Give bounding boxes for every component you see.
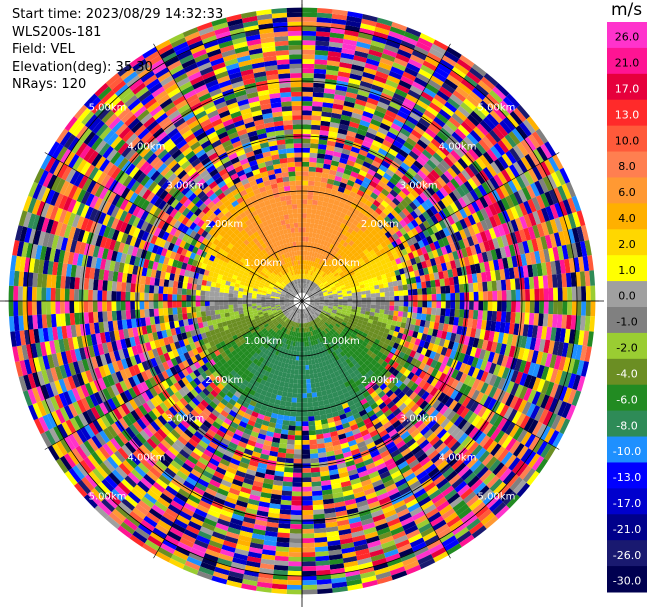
colorbar-tick-label: 21.0 — [615, 57, 640, 70]
colorbar-tick-label: -10.0 — [613, 445, 641, 458]
colorbar-segment — [607, 358, 647, 386]
range-ring-label: 3.00km — [400, 180, 438, 191]
azimuth-spoke — [301, 152, 560, 302]
colorbar-segment — [607, 281, 647, 308]
colorbar-tick-label: -4.0 — [616, 367, 637, 380]
colorbar-segment — [607, 332, 647, 360]
colorbar-tick-label: -26.0 — [613, 549, 641, 562]
range-ring-label: 1.00km — [244, 336, 282, 347]
colorbar-segment — [607, 47, 647, 75]
range-ring-label: 4.00km — [439, 453, 477, 464]
colorbar-segment — [607, 229, 647, 256]
colorbar-segment — [607, 203, 647, 230]
colorbar-tick-label: -2.0 — [616, 342, 637, 355]
colorbar-tick-label: 4.0 — [618, 212, 636, 225]
range-ring-label: 4.00km — [128, 141, 166, 152]
colorbar-tick-label: -8.0 — [616, 419, 637, 432]
colorbar-tick-label: 13.0 — [615, 108, 640, 121]
colorbar-tick-label: 6.0 — [618, 186, 636, 199]
colorbar: 26.0 21.0 17.0 13.0 10.0 8.0 6.0 4.0 2.0 1.0 0.0 -1… — [607, 22, 647, 593]
colorbar-segment — [607, 540, 647, 567]
field-label: Field: VEL — [12, 42, 75, 57]
colorbar-tick-label: -1.0 — [616, 316, 637, 329]
colorbar-segment — [607, 514, 647, 541]
colorbar-tick-label: 26.0 — [615, 31, 640, 44]
instrument-label: WLS200s-181 — [12, 24, 102, 40]
range-ring-label: 2.00km — [205, 375, 243, 386]
azimuth-spoke — [301, 300, 560, 450]
colorbar-tick-label: -21.0 — [613, 523, 641, 536]
range-ring-label: 1.00km — [322, 336, 360, 347]
range-ring-label: 3.00km — [166, 180, 204, 191]
range-ring — [191, 190, 413, 412]
colorbar-segment — [607, 566, 647, 593]
range-ring-label: 3.00km — [400, 414, 438, 425]
colorbar-segment — [607, 410, 647, 438]
start-time-label: Start time: 2023/08/29 14:32:33 — [12, 7, 224, 22]
range-ring-label: 4.00km — [128, 453, 166, 464]
colorbar-tick-label: 8.0 — [618, 160, 636, 173]
colorbar-segment — [607, 151, 647, 178]
colorbar-segment — [607, 462, 647, 489]
colorbar-tick-label: 10.0 — [615, 134, 640, 147]
colorbar-segment — [607, 384, 647, 412]
range-ring-label: 4.00km — [439, 141, 477, 152]
colorbar-tick-label: 0.0 — [618, 290, 636, 303]
range-ring — [26, 25, 578, 577]
colorbar-segment — [607, 436, 647, 463]
azimuth-spoke — [153, 43, 303, 302]
colorbar-tick-label: -13.0 — [613, 471, 641, 484]
colorbar-segment — [607, 73, 647, 101]
azimuth-spoke — [153, 300, 303, 559]
range-ring-label: 1.00km — [244, 258, 282, 269]
range-ring-label: 2.00km — [361, 219, 399, 230]
azimuth-spoke — [301, 43, 451, 302]
colorbar-tick-label: 17.0 — [615, 82, 640, 95]
range-ring-label: 2.00km — [361, 375, 399, 386]
colorbar-segment — [607, 488, 647, 515]
range-ring-label: 5.00km — [89, 491, 127, 502]
range-ring — [136, 135, 468, 467]
elevation-label: Elevation(deg): 35.30 — [12, 59, 153, 75]
colorbar-segment — [607, 99, 647, 127]
range-ring-label: 3.00km — [166, 414, 204, 425]
azimuth-spoke — [44, 300, 303, 450]
colorbar-segment — [607, 125, 647, 153]
range-ring-label: 5.00km — [89, 103, 127, 114]
azimuth-spoke — [301, 300, 451, 559]
range-ring-label: 5.00km — [478, 103, 516, 114]
range-ring — [81, 80, 523, 522]
colorbar-tick-label: 1.0 — [618, 264, 636, 277]
range-ring — [246, 245, 358, 357]
azimuth-spoke — [44, 152, 303, 302]
range-ring-label: 5.00km — [478, 491, 516, 502]
colorbar-segment — [607, 255, 647, 282]
colorbar-tick-label: 2.0 — [618, 238, 636, 251]
ppi-velocity-plot: 1.00km 1.00km 1.00km 1.00km 2.00km 2.00km 2.00… — [0, 0, 604, 607]
colorbar-segment — [607, 177, 647, 204]
range-ring-label: 2.00km — [205, 219, 243, 230]
colorbar-unit-label: m/s — [611, 0, 643, 20]
colorbar-segment — [607, 22, 647, 49]
plot-info: Start time: 2023/08/29 14:32:33 WLS200s-… — [12, 6, 223, 94]
colorbar-tick-label: -30.0 — [613, 575, 641, 588]
nrays-label: NRays: 120 — [12, 77, 87, 92]
colorbar-tick-label: -17.0 — [613, 497, 641, 510]
colorbar-tick-label: -6.0 — [616, 393, 637, 406]
colorbar-segment — [607, 307, 647, 334]
range-ring-label: 1.00km — [322, 258, 360, 269]
